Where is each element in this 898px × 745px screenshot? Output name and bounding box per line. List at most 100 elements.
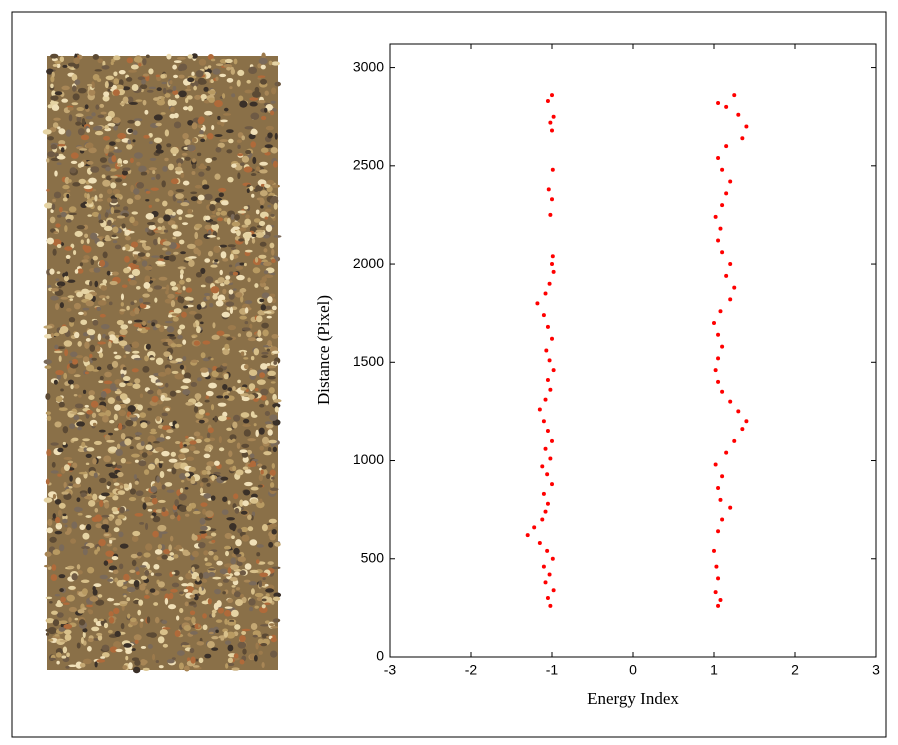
pebble [152, 170, 156, 175]
point [712, 548, 716, 553]
pebble [229, 434, 237, 441]
pebble [140, 645, 147, 649]
pebble [126, 613, 131, 619]
pebble [239, 570, 247, 576]
pebble [105, 335, 110, 340]
pebble [223, 113, 232, 116]
pebble [268, 387, 275, 394]
pebble [200, 502, 208, 507]
pebble [90, 258, 95, 266]
pebble [272, 618, 281, 623]
pebble [93, 618, 98, 623]
pebble [185, 88, 192, 92]
y-axis-label: Distance (Pixel) [314, 295, 333, 405]
pebble [154, 616, 160, 624]
pebble [202, 613, 207, 619]
pebble [82, 607, 87, 611]
pebble [115, 204, 121, 207]
pebble [173, 308, 182, 314]
pebble [71, 85, 77, 92]
pebble [238, 95, 244, 102]
pebble [119, 563, 124, 570]
pebble [50, 332, 55, 338]
pebble [259, 241, 267, 247]
pebble [99, 259, 106, 267]
pebble [164, 320, 174, 324]
pebble [244, 307, 249, 314]
pebble [148, 167, 158, 171]
pebble [243, 489, 251, 496]
pebble [212, 576, 222, 580]
pebble [147, 463, 156, 470]
pebble [64, 246, 73, 251]
pebble [241, 443, 250, 448]
pebble [215, 300, 224, 307]
pebble [54, 421, 62, 428]
pebble [242, 466, 249, 471]
pebble [180, 251, 186, 255]
pebble [173, 60, 182, 63]
pebble [220, 251, 227, 259]
pebble [111, 271, 119, 276]
x-axis-label: Energy Index [587, 689, 679, 708]
pebble [188, 466, 196, 472]
pebble [195, 438, 202, 444]
gravel-image [42, 52, 282, 674]
pebble [99, 375, 104, 381]
pebble [244, 563, 252, 570]
pebble [270, 213, 275, 217]
pebble [109, 198, 118, 204]
pebble [92, 54, 100, 60]
pebble [77, 609, 85, 614]
pebble [206, 132, 214, 140]
pebble [60, 147, 65, 153]
pebble [125, 77, 133, 82]
pebble [193, 405, 199, 413]
pebble [141, 79, 146, 85]
pebble [134, 432, 142, 436]
pebble [182, 222, 189, 226]
pebble [264, 107, 268, 113]
pebble [199, 531, 207, 534]
pebble [230, 213, 235, 220]
point [740, 427, 745, 432]
pebble [85, 142, 94, 149]
pebble [108, 301, 113, 306]
pebble [248, 369, 258, 377]
pebble [258, 474, 263, 482]
pebble [96, 198, 104, 202]
pebble [123, 380, 130, 384]
pebble [70, 160, 78, 164]
pebble [63, 629, 72, 635]
pebble [154, 297, 158, 303]
pebble [273, 360, 278, 365]
pebble [149, 157, 157, 161]
pebble [161, 450, 170, 457]
pebble [237, 172, 241, 180]
pebble [199, 525, 208, 531]
pebble [203, 134, 207, 141]
pebble [174, 373, 184, 380]
pebble [237, 528, 242, 534]
pebble [237, 641, 247, 649]
pebble [100, 324, 110, 330]
pebble [121, 284, 128, 288]
pebble [108, 141, 116, 146]
pebble [176, 650, 185, 656]
pebble [259, 298, 265, 303]
pebble [260, 643, 268, 647]
pebble [260, 624, 270, 627]
pebble [102, 60, 106, 67]
pebble [178, 216, 182, 221]
pebble [95, 523, 103, 529]
pebble [224, 640, 232, 645]
pebble [114, 379, 122, 385]
pebble [228, 264, 233, 268]
pebble [234, 214, 240, 221]
pebble [142, 366, 150, 373]
pebble [157, 226, 162, 231]
pebble [113, 71, 118, 77]
pebble [86, 160, 94, 165]
pebble [70, 384, 74, 390]
pebble [144, 265, 153, 271]
